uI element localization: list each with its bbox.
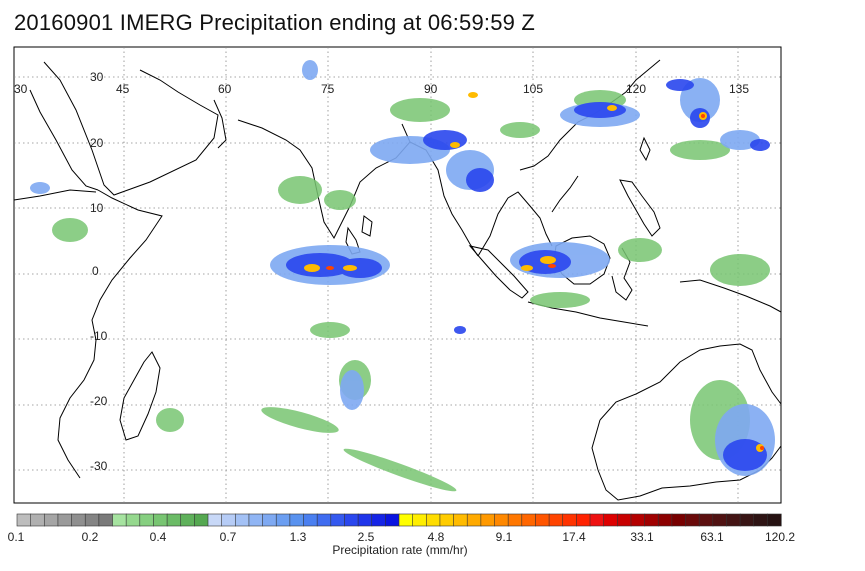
colorbar-swatch	[221, 513, 236, 527]
colorbar-tick-label: 0.1	[7, 530, 25, 544]
colorbar-swatch	[767, 513, 782, 527]
colorbar-swatch	[112, 513, 127, 527]
colorbar-tick-label: 9.1	[495, 530, 513, 544]
colorbar-swatch	[453, 513, 468, 527]
lat-label: 20	[90, 136, 104, 150]
colorbar-swatch	[425, 513, 441, 527]
colorbar-swatch	[630, 513, 646, 527]
colorbar-swatch	[289, 513, 305, 527]
colorbar-caption: Precipitation rate (mm/hr)	[332, 543, 468, 557]
colorbar-swatch	[521, 513, 537, 527]
lat-label: 10	[90, 201, 104, 215]
colorbar-swatch	[194, 513, 209, 527]
colorbar-swatch	[412, 513, 427, 527]
colorbar-swatch	[71, 513, 86, 527]
colorbar-swatch	[180, 513, 195, 527]
lon-label: 45	[116, 82, 130, 96]
colorbar-swatch	[616, 513, 632, 527]
colorbar-swatch	[371, 513, 386, 527]
colorbar-swatch	[562, 513, 577, 527]
colorbar-swatch	[43, 513, 59, 527]
colorbar-tick-label: 63.1	[700, 530, 724, 544]
lon-label: 120	[626, 82, 646, 96]
colorbar-swatch	[234, 513, 250, 527]
lon-label: 105	[523, 82, 543, 96]
colorbar-swatch	[507, 513, 523, 527]
colorbar-tick-label: 4.8	[427, 530, 445, 544]
colorbar-swatch	[726, 513, 741, 527]
colorbar-swatch	[16, 513, 32, 527]
colorbar-tick-label: 0.4	[149, 530, 167, 544]
colorbar-swatch	[480, 513, 496, 527]
colorbar-swatch	[30, 513, 45, 527]
colorbar-swatch	[712, 513, 728, 527]
colorbar-tick-label: 0.2	[81, 530, 99, 544]
colorbar	[16, 513, 782, 527]
colorbar-swatch	[166, 513, 182, 527]
lat-label: 0	[92, 264, 99, 278]
colorbar-swatch	[535, 513, 550, 527]
colorbar-swatch	[357, 513, 373, 527]
colorbar-tick-label: 120.2	[764, 530, 796, 544]
colorbar-swatch	[753, 513, 768, 527]
lat-label: -10	[90, 329, 108, 343]
colorbar-swatch	[671, 513, 687, 527]
colorbar-swatch	[275, 513, 291, 527]
precipitation-field	[30, 60, 775, 492]
colorbar-swatch	[576, 513, 591, 527]
lon-label: 75	[321, 82, 335, 96]
colorbar-swatch	[57, 513, 73, 527]
colorbar-swatch	[139, 513, 155, 527]
colorbar-swatch	[494, 513, 509, 527]
colorbar-swatch	[466, 513, 482, 527]
colorbar-swatch	[262, 513, 277, 527]
lon-label: 135	[729, 82, 749, 96]
colorbar-swatch	[739, 513, 755, 527]
colorbar-swatch	[330, 513, 346, 527]
lon-label: 60	[218, 82, 232, 96]
colorbar-swatch	[207, 513, 223, 527]
colorbar-swatch	[316, 513, 332, 527]
lat-label: -20	[90, 394, 108, 408]
colorbar-tick-label: 33.1	[630, 530, 654, 544]
colorbar-swatch	[125, 513, 141, 527]
colorbar-swatch	[548, 513, 564, 527]
colorbar-swatch	[603, 513, 618, 527]
colorbar-swatch	[685, 513, 700, 527]
colorbar-tick-label: 0.7	[219, 530, 237, 544]
colorbar-swatch	[589, 513, 605, 527]
lat-label: 30	[90, 70, 104, 84]
colorbar-swatch	[644, 513, 659, 527]
colorbar-swatch	[657, 513, 673, 527]
colorbar-swatch	[344, 513, 359, 527]
colorbar-tick-label: 1.3	[289, 530, 307, 544]
coastlines	[13, 59, 782, 501]
colorbar-swatch	[98, 513, 114, 527]
colorbar-tick-label: 17.4	[562, 530, 586, 544]
colorbar-swatch	[698, 513, 714, 527]
map-title: 20160901 IMERG Precipitation ending at 0…	[14, 10, 536, 35]
lat-label: -30	[90, 459, 108, 473]
colorbar-tick-label: 2.5	[357, 530, 375, 544]
colorbar-swatch	[303, 513, 318, 527]
colorbar-swatch	[153, 513, 168, 527]
lon-label: 90	[424, 82, 438, 96]
colorbar-swatch	[84, 513, 100, 527]
colorbar-swatch	[439, 513, 455, 527]
lon-label: 30	[14, 82, 28, 96]
colorbar-swatch	[398, 513, 414, 527]
colorbar-swatch	[385, 513, 400, 527]
colorbar-swatch	[248, 513, 264, 527]
